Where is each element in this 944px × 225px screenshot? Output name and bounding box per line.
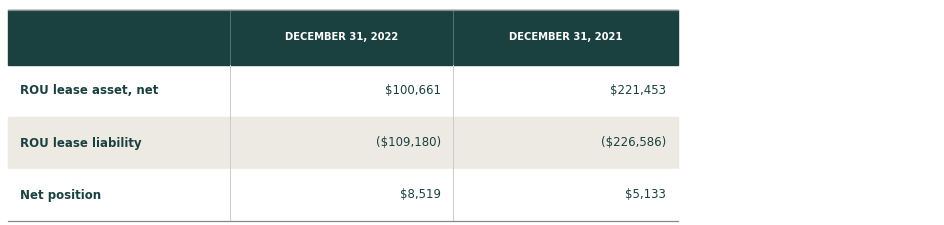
Text: DECEMBER 31, 2021: DECEMBER 31, 2021	[508, 32, 621, 43]
Text: ($109,180): ($109,180)	[376, 137, 441, 149]
Text: $8,519: $8,519	[399, 189, 441, 202]
Bar	[8, 65, 677, 117]
Text: Net position: Net position	[20, 189, 101, 202]
Text: DECEMBER 31, 2022: DECEMBER 31, 2022	[284, 32, 397, 43]
Text: ROU lease liability: ROU lease liability	[20, 137, 142, 149]
Bar	[8, 169, 677, 221]
Text: $5,133: $5,133	[625, 189, 666, 202]
Bar	[8, 10, 677, 65]
Text: $221,453: $221,453	[610, 85, 666, 97]
Bar	[8, 117, 677, 169]
Text: $100,661: $100,661	[384, 85, 441, 97]
Text: ($226,586): ($226,586)	[600, 137, 666, 149]
Text: ROU lease asset, net: ROU lease asset, net	[20, 85, 159, 97]
